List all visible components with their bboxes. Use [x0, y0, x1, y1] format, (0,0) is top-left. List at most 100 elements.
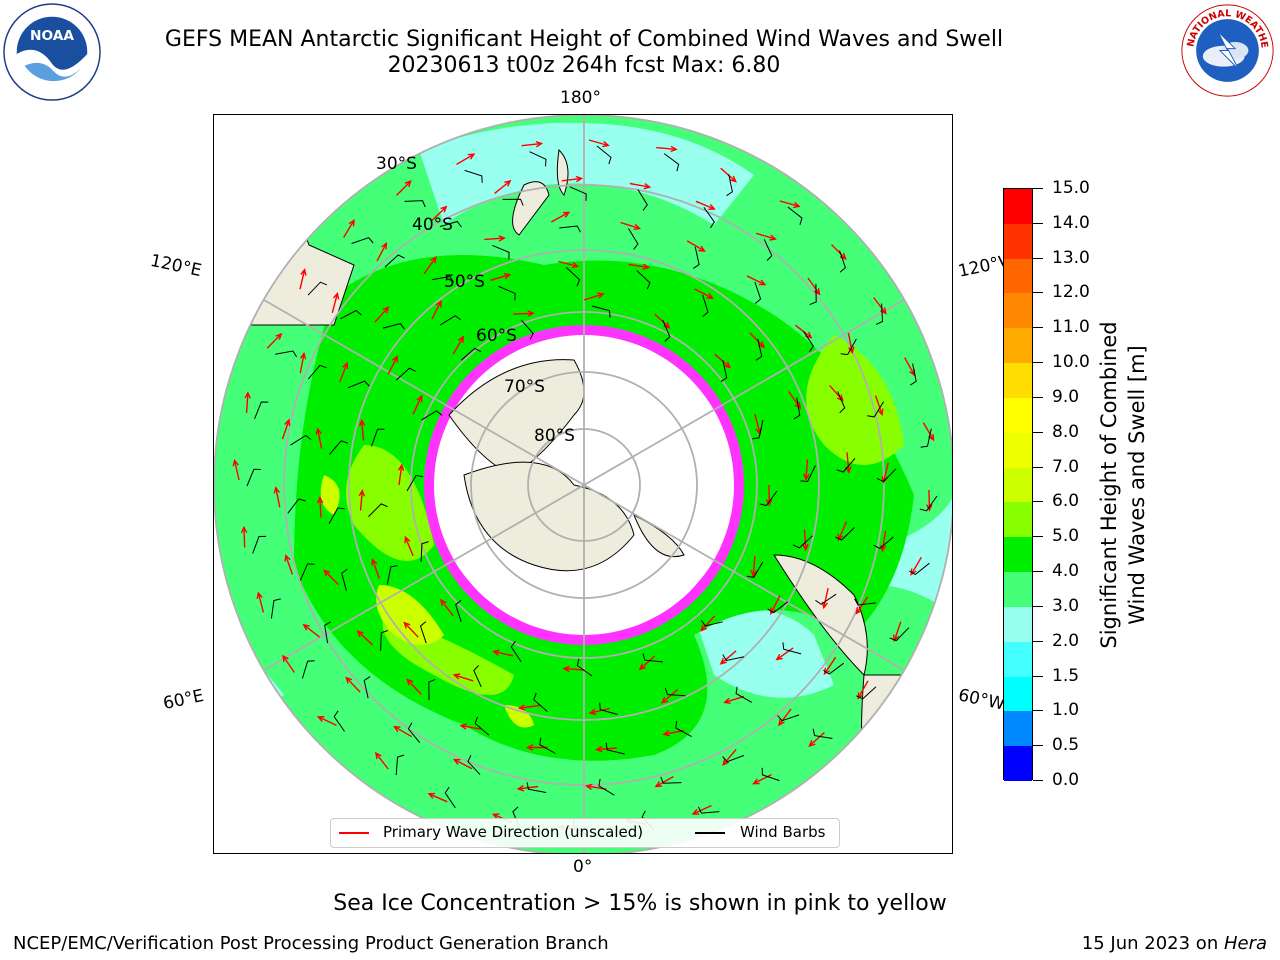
- wind-barb: [395, 367, 416, 381]
- wave-arrow: [724, 695, 745, 704]
- graticule: [214, 115, 952, 853]
- wave-arrow: [873, 297, 887, 314]
- wave-arrow-head: [765, 499, 773, 507]
- wave-arrow-head: [282, 654, 289, 663]
- wind-barb: [722, 654, 745, 662]
- wind-barb: [287, 498, 306, 514]
- wave-arrow-head: [588, 708, 597, 716]
- wave-arrow: [755, 232, 776, 240]
- wind-barb: [754, 281, 762, 304]
- wave-arrow-head: [571, 261, 580, 269]
- wave-arrow-head: [452, 673, 461, 680]
- wave-arrow: [831, 244, 847, 260]
- wave-arrow: [803, 529, 807, 550]
- colorbar-tick-label: 3.0: [1052, 595, 1080, 616]
- wave-arrow: [881, 530, 887, 551]
- colorbar-segment: [1004, 606, 1032, 643]
- wind-barb: [800, 465, 816, 483]
- sea-ice-note: Sea Ice Concentration > 15% is shown in …: [333, 891, 947, 916]
- wind-barb: [663, 153, 680, 172]
- wave-arrow-head: [467, 153, 476, 160]
- wave-arrow-head: [562, 665, 570, 673]
- wind-barb: [474, 716, 490, 736]
- colorbar-tick-mark: [1033, 257, 1043, 259]
- wind-barb: [559, 225, 581, 233]
- wind-barb: [702, 294, 709, 317]
- wave-arrow: [823, 656, 837, 675]
- wind-barb: [439, 220, 462, 228]
- wind-barb: [382, 323, 405, 330]
- colorbar-tick-mark: [1033, 605, 1043, 607]
- wind-barb: [341, 568, 348, 591]
- wave-arrow-head: [698, 245, 706, 252]
- wind-barb: [909, 562, 930, 576]
- wind-barb: [761, 767, 780, 782]
- wave-arrow-head: [517, 704, 526, 711]
- wave-arrow-head: [837, 533, 844, 542]
- wind-barb: [675, 720, 692, 738]
- wave-arrow: [303, 624, 321, 638]
- colorbar-tick-label: 6.0: [1052, 491, 1080, 512]
- wave-arrow: [846, 452, 850, 473]
- wave-arrow-head: [381, 241, 388, 250]
- colorbar-tick-label: 5.0: [1052, 526, 1080, 547]
- wave-arrow: [694, 288, 713, 299]
- wave-arrow: [809, 731, 825, 747]
- wave-arrow-head: [406, 678, 414, 686]
- wind-barb: [428, 678, 436, 701]
- wind-barb: [464, 169, 483, 183]
- wave-arrow: [714, 353, 731, 368]
- colorbar-tick-mark: [1033, 745, 1043, 747]
- wave-arrow: [243, 527, 246, 548]
- wave-arrow-head: [723, 697, 731, 704]
- wind-barb: [876, 468, 897, 482]
- wind-barb: [664, 687, 686, 697]
- wind-barb: [529, 151, 547, 167]
- wave-direction-legend-label: Primary Wave Direction (unscaled): [383, 823, 644, 841]
- wind-barb: [782, 642, 802, 655]
- colorbar-segment: [1004, 328, 1032, 364]
- wave-arrow: [629, 182, 650, 188]
- wave-arrow-head: [382, 306, 390, 314]
- colorbar-tick-label: 4.0: [1052, 561, 1080, 582]
- wave-arrow: [882, 462, 889, 483]
- wind-barb: [735, 686, 753, 703]
- wave-arrow: [663, 729, 684, 735]
- wind-barb: [576, 658, 593, 677]
- wind-barb: [720, 360, 728, 383]
- wave-arrow-head: [575, 175, 584, 183]
- colorbar-tick-mark: [1033, 571, 1043, 573]
- wind-barb: [703, 207, 715, 229]
- colorbar-tick-label: 15.0: [1052, 178, 1090, 198]
- wind-barb: [307, 281, 328, 296]
- wave-arrow: [661, 689, 678, 704]
- wave-arrow-head: [700, 624, 708, 632]
- wave-arrow: [558, 260, 578, 268]
- lat-label-40s: 40°S: [412, 215, 453, 235]
- wind-barb: [473, 665, 482, 688]
- wave-arrow-head: [802, 543, 809, 552]
- wind-barb: [324, 621, 332, 644]
- wave-arrow-head: [504, 179, 512, 187]
- wind-barb: [812, 728, 833, 739]
- wave-arrow: [275, 487, 281, 508]
- wind-barb: [839, 250, 846, 273]
- wave-arrow-head: [300, 268, 307, 276]
- colorbar-tick-label: 0.5: [1052, 735, 1080, 756]
- wave-arrow-head: [342, 361, 349, 370]
- wind-barb: [662, 319, 671, 342]
- wave-arrow-head: [775, 653, 783, 661]
- wave-arrow: [807, 277, 821, 295]
- wind-barb-legend-line: [695, 832, 725, 834]
- wind-barb: [467, 754, 481, 776]
- wave-arrow-head: [723, 361, 732, 369]
- wave-arrow-head: [643, 183, 652, 190]
- lat-label-70s: 70°S: [504, 377, 545, 397]
- wave-arrow-head: [910, 568, 917, 576]
- svg-text:NOAA: NOAA: [30, 28, 74, 44]
- wave-arrow-head: [845, 466, 852, 474]
- wave-arrow: [245, 392, 249, 413]
- wind-barb: [767, 601, 789, 614]
- wave-arrow: [550, 211, 570, 223]
- wave-arrow: [376, 243, 387, 262]
